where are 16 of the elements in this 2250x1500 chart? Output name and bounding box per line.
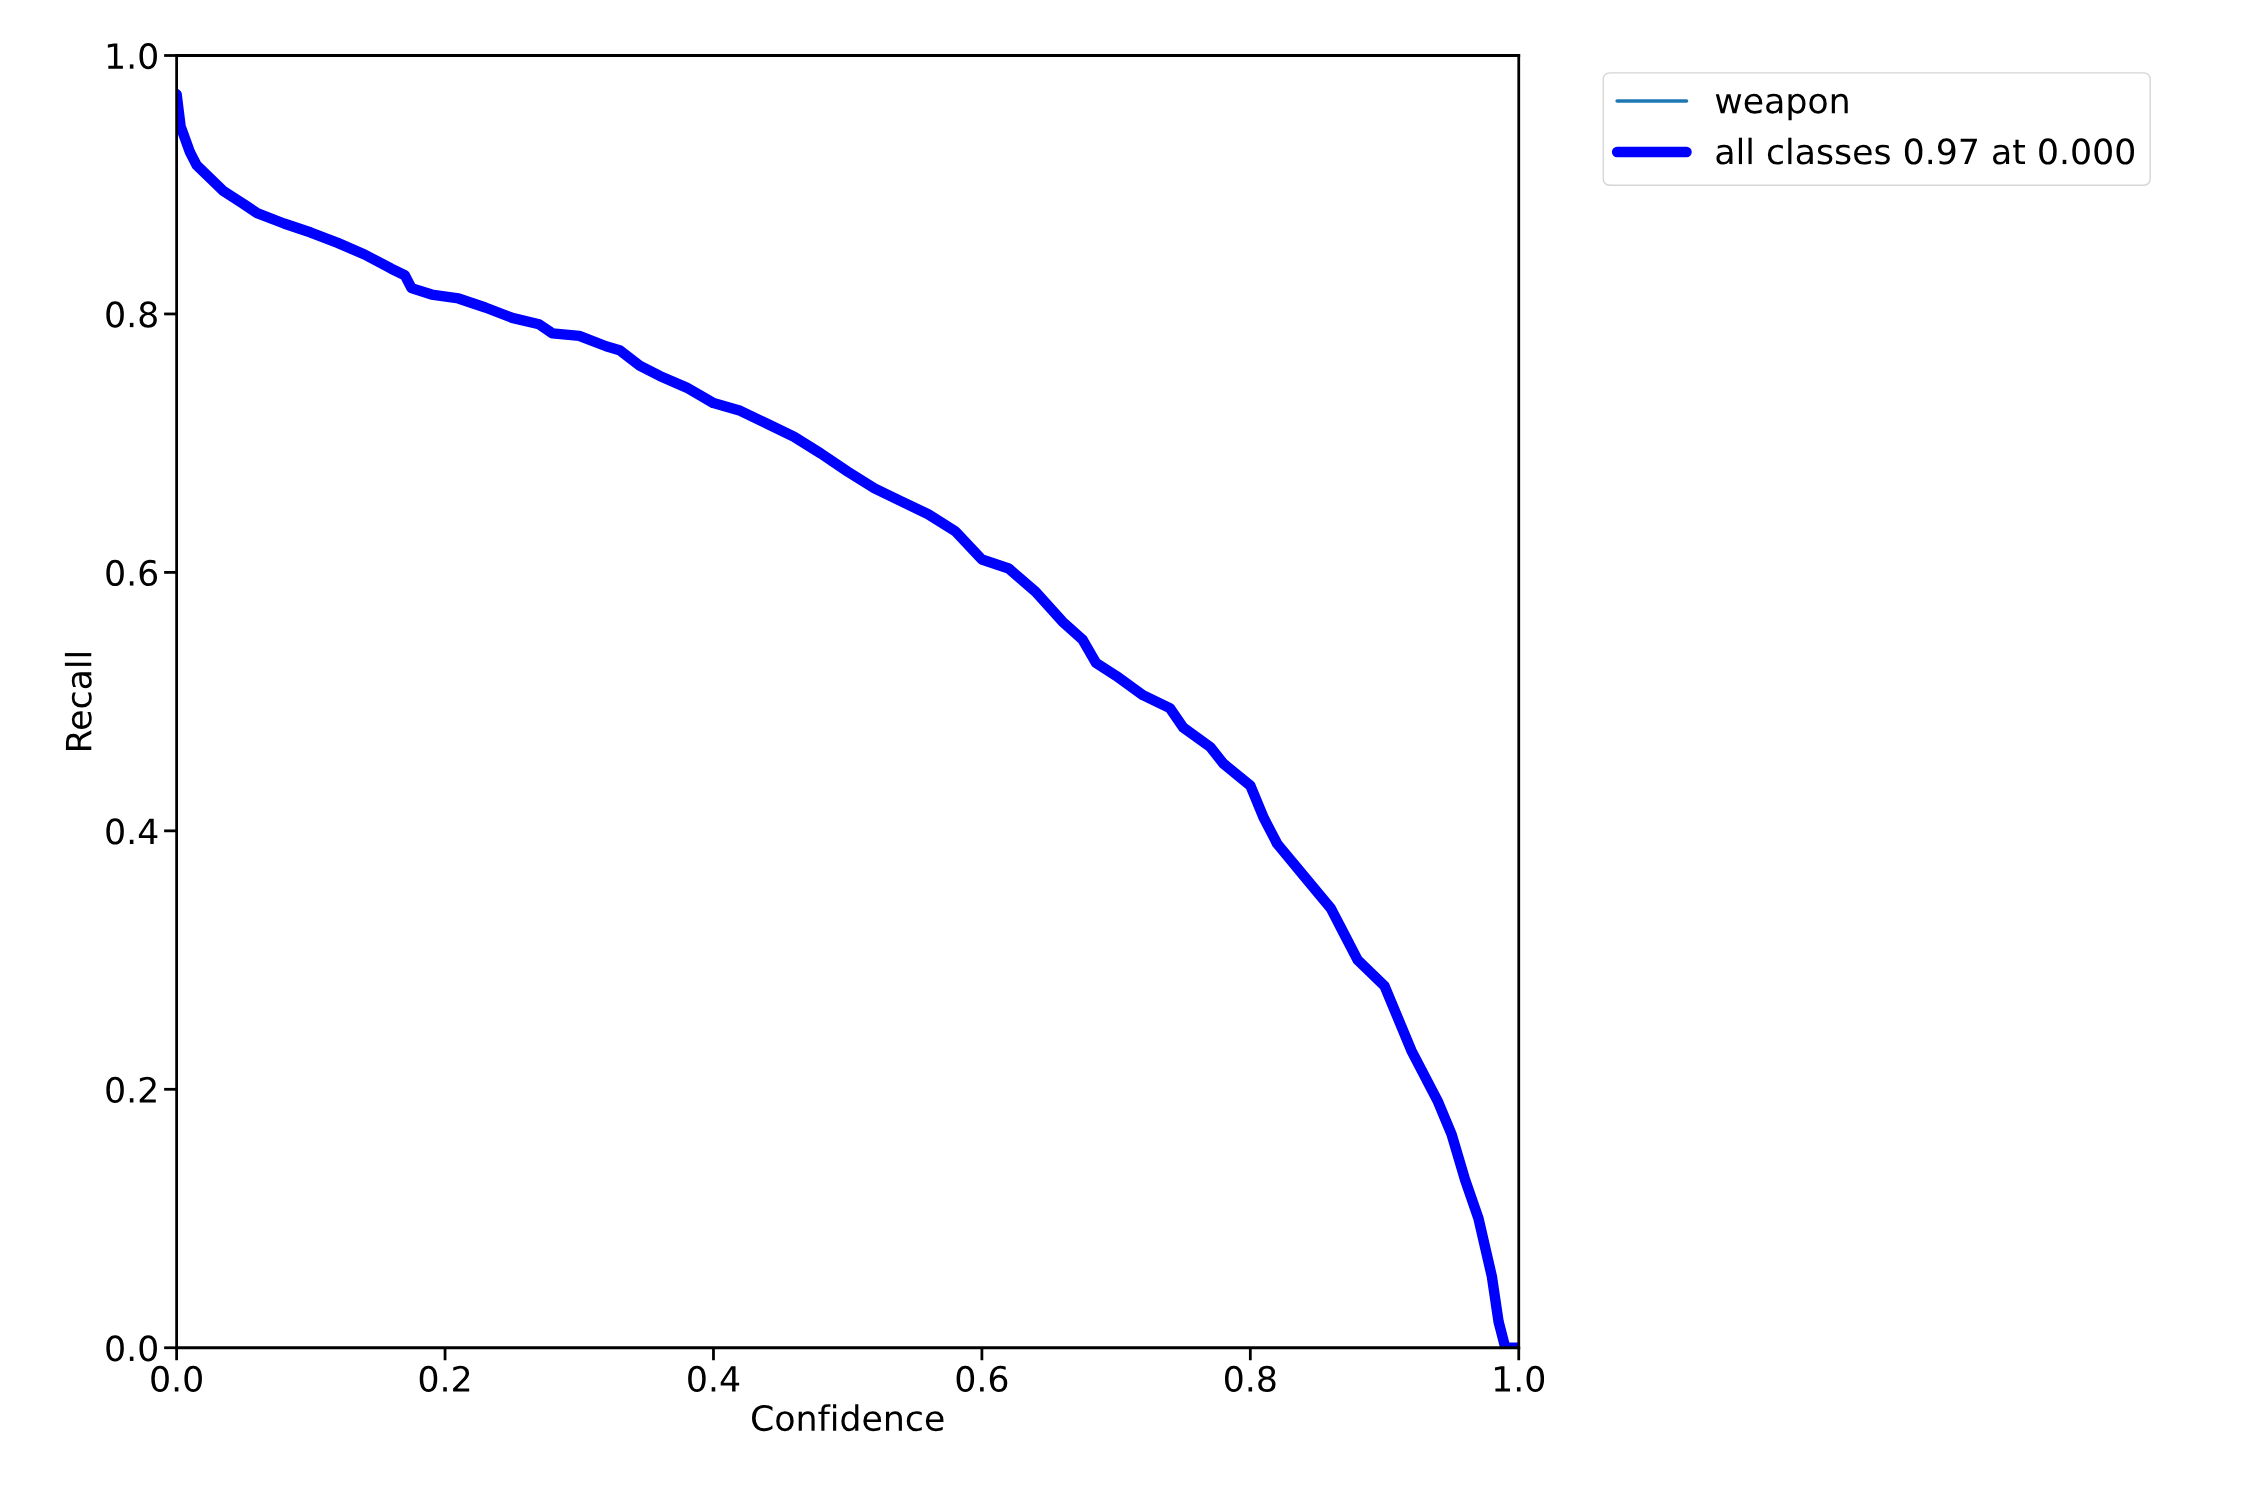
x-tick-label: 0.8 [1225,1365,1276,1392]
y-axis-title: Recall [64,653,92,751]
x-tick-label: 0.0 [151,1365,202,1392]
y-tick-label: 1.0 [107,42,157,70]
x-tick-label: 0.2 [419,1365,470,1392]
y-tick-label: 0.6 [106,559,158,587]
x-tick-label: 0.4 [688,1365,740,1392]
y-tick-label: 0.0 [106,1335,157,1362]
y-tick-label: 0.2 [106,1076,156,1103]
x-tick-label: 1.0 [1494,1365,1545,1392]
legend-label: all classes 0.97 at 0.000 [1716,137,2134,165]
y-tick-label: 0.8 [106,301,157,328]
legend-label: weapon [1715,93,1848,121]
x-axis-title: Confidence [752,1404,944,1432]
y-tick-label: 0.4 [106,818,158,845]
x-tick-label: 0.6 [956,1365,1008,1392]
